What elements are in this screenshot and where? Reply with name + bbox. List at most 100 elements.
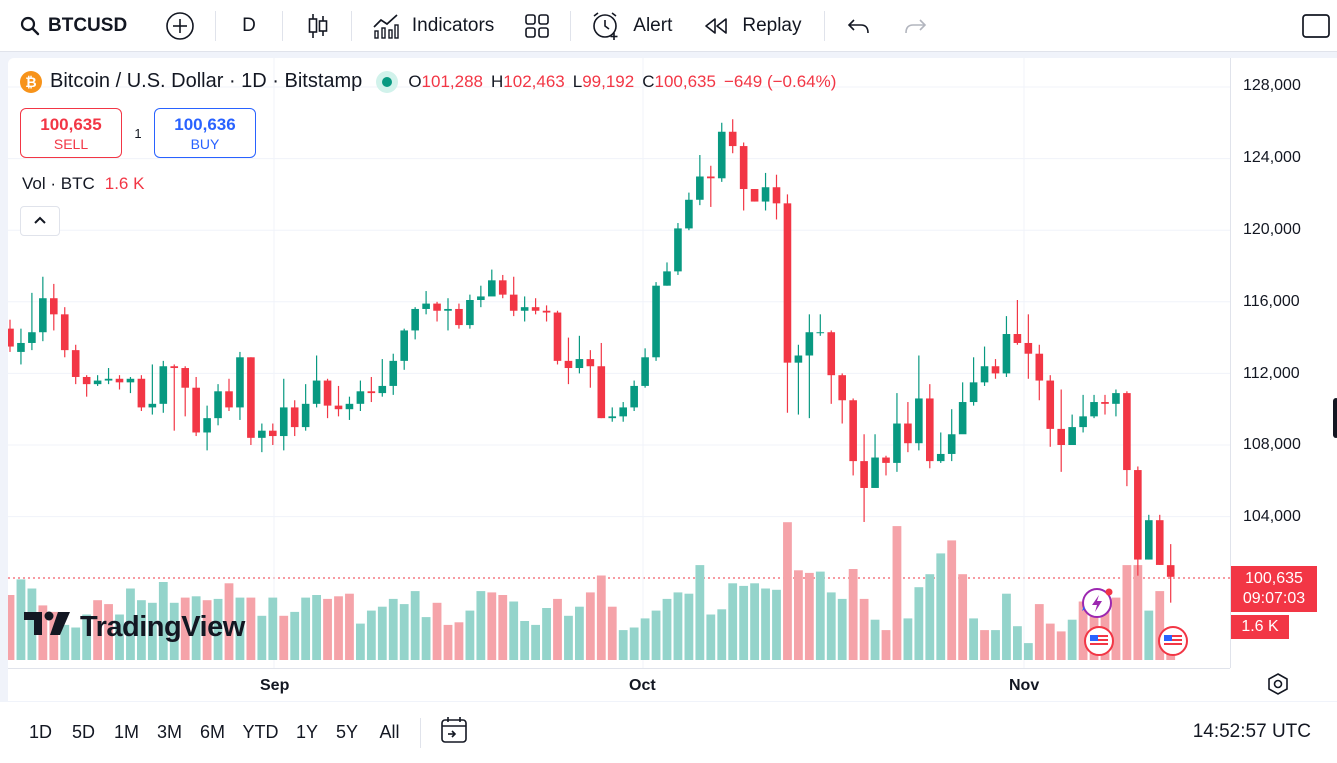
candle-body bbox=[433, 303, 441, 311]
candle-body bbox=[115, 378, 124, 383]
indicators-icon bbox=[372, 13, 400, 39]
candle-body bbox=[531, 307, 540, 311]
candle bbox=[509, 276, 518, 317]
volume-bar bbox=[60, 624, 70, 660]
candle bbox=[477, 285, 485, 308]
buy-button[interactable]: 100,636 BUY bbox=[154, 108, 256, 158]
candle bbox=[389, 353, 398, 395]
redo-button[interactable] bbox=[903, 0, 927, 52]
volume-bar bbox=[71, 627, 81, 660]
chart-settings-button[interactable] bbox=[1266, 672, 1290, 701]
candle-body bbox=[71, 350, 80, 377]
layouts-button[interactable] bbox=[524, 0, 550, 52]
chart-panel[interactable]: ₿ Bitcoin / U.S. Dollar · 1D · Bitstamp … bbox=[8, 58, 1337, 701]
candle-body bbox=[882, 457, 890, 463]
range-button[interactable]: 1D bbox=[28, 722, 52, 742]
candle-body bbox=[838, 375, 846, 401]
sell-button[interactable]: 100,635 SELL bbox=[20, 108, 122, 158]
candle-body bbox=[947, 434, 956, 454]
us-flag-event-icon[interactable] bbox=[1158, 626, 1188, 656]
go-to-date-button[interactable] bbox=[439, 715, 469, 750]
candle-body bbox=[225, 391, 233, 408]
price-axis[interactable]: 128,000 124,000 120,000 116,000 112,000 … bbox=[1230, 58, 1337, 668]
candle bbox=[39, 276, 47, 342]
volume-legend[interactable]: Vol · BTC 1.6 K bbox=[22, 174, 144, 194]
range-button[interactable]: 1Y bbox=[295, 722, 319, 742]
price-tick: 112,000 bbox=[1243, 365, 1300, 382]
tradingview-logo[interactable]: TradingView bbox=[24, 610, 245, 644]
symbol-search[interactable]: BTCUSD bbox=[20, 0, 127, 52]
interval-button[interactable]: D bbox=[242, 14, 256, 36]
volume-bar bbox=[925, 574, 935, 660]
candle-body bbox=[170, 366, 179, 369]
volume-bar bbox=[137, 600, 146, 660]
candle bbox=[269, 423, 277, 445]
lightning-event-icon[interactable] bbox=[1082, 588, 1113, 618]
volume-bar bbox=[202, 600, 212, 660]
chart-canvas[interactable] bbox=[8, 58, 1230, 668]
candle-body bbox=[323, 380, 332, 406]
volume-bar bbox=[476, 591, 486, 660]
us-flag-event-icon[interactable] bbox=[1084, 626, 1114, 656]
candle-body bbox=[652, 285, 660, 358]
candle-body bbox=[28, 332, 36, 343]
undo-button[interactable] bbox=[847, 0, 871, 52]
candle bbox=[619, 402, 627, 422]
volume-bar bbox=[936, 553, 946, 660]
candle-body bbox=[214, 391, 222, 419]
candle bbox=[455, 303, 463, 329]
price-tick: 116,000 bbox=[1243, 293, 1300, 310]
candle bbox=[367, 376, 376, 403]
range-button[interactable]: YTD bbox=[242, 722, 279, 742]
range-button[interactable]: All bbox=[379, 722, 400, 742]
candle bbox=[466, 294, 474, 329]
replay-button[interactable]: Replay bbox=[704, 0, 802, 52]
candle-body bbox=[477, 296, 485, 301]
candle-body bbox=[1145, 520, 1153, 560]
price-tick: 108,000 bbox=[1243, 436, 1301, 453]
range-button[interactable]: 5Y bbox=[335, 722, 359, 742]
candle bbox=[641, 348, 649, 388]
candle-body bbox=[630, 385, 638, 408]
price-tick: 124,000 bbox=[1243, 149, 1301, 166]
candle bbox=[345, 396, 354, 420]
range-button[interactable]: 6M bbox=[199, 722, 225, 742]
utc-clock[interactable]: 14:52:57 UTC bbox=[1192, 721, 1311, 742]
volume-legend-label: Vol · BTC bbox=[22, 174, 95, 193]
current-price-tag: 100,635 09:07:03 bbox=[1231, 566, 1317, 612]
candle-body bbox=[794, 355, 803, 363]
chart-type-button[interactable] bbox=[307, 0, 329, 52]
candle-body bbox=[509, 294, 518, 311]
candle-body bbox=[783, 203, 792, 363]
candle-body bbox=[553, 312, 562, 361]
collapse-legend-button[interactable] bbox=[20, 206, 60, 236]
candle bbox=[498, 274, 507, 299]
fullscreen-button[interactable] bbox=[1301, 0, 1331, 52]
range-button[interactable]: 3M bbox=[156, 722, 182, 742]
candle-body bbox=[597, 366, 606, 419]
alert-button[interactable]: Alert bbox=[591, 0, 672, 52]
candle bbox=[772, 174, 781, 220]
candle bbox=[630, 380, 638, 411]
right-panel-handle[interactable] bbox=[1333, 398, 1337, 438]
candle-body bbox=[739, 146, 748, 190]
volume-bar bbox=[191, 596, 201, 660]
compare-button[interactable] bbox=[165, 0, 195, 52]
volume-bar bbox=[82, 614, 92, 660]
volume-bar bbox=[684, 593, 694, 660]
symbol-title[interactable]: Bitcoin / U.S. Dollar · 1D · Bitstamp bbox=[50, 70, 363, 92]
indicators-button[interactable]: Indicators bbox=[372, 0, 494, 52]
buy-label: BUY bbox=[190, 135, 220, 152]
market-open-dot-icon bbox=[376, 70, 399, 93]
bottom-toolbar: 1D 5D 1M 3M 6M YTD 1Y 5Y All 14:52:57 UT… bbox=[0, 702, 1337, 763]
volume-bar bbox=[542, 608, 551, 660]
volume-bar bbox=[16, 579, 26, 660]
rewind-icon bbox=[704, 17, 728, 35]
range-button[interactable]: 1M bbox=[113, 722, 139, 742]
date-range-buttons: 1D 5D 1M 3M 6M YTD 1Y 5Y All bbox=[19, 722, 412, 743]
volume-bar bbox=[410, 591, 420, 660]
volume-bar bbox=[443, 624, 453, 660]
candle bbox=[148, 364, 157, 415]
range-button[interactable]: 5D bbox=[71, 722, 95, 742]
time-axis[interactable]: Sep Oct Nov bbox=[8, 668, 1230, 701]
